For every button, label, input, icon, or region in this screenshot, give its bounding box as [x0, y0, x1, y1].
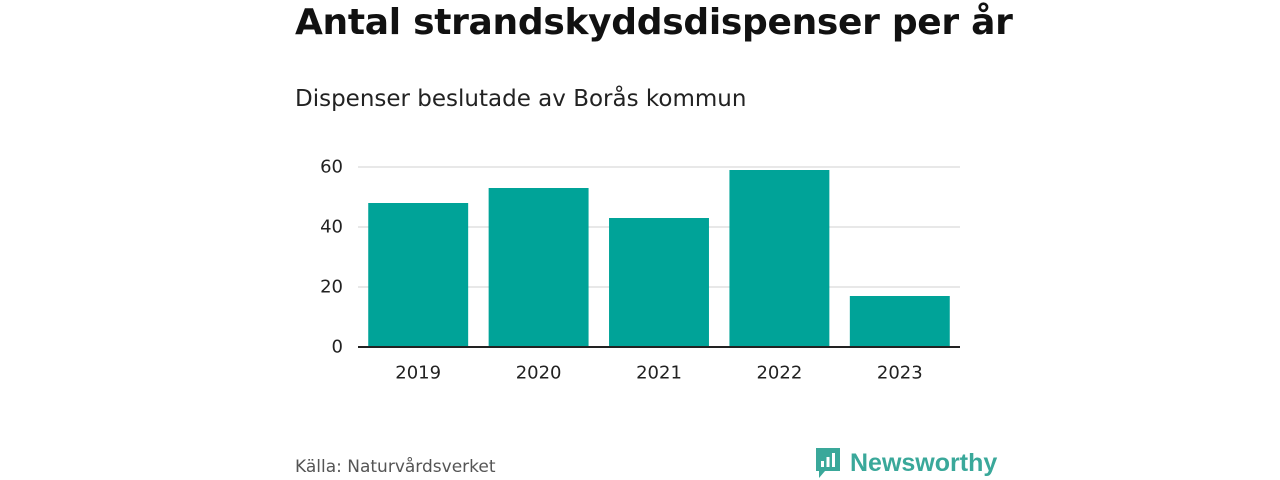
bar [488, 188, 589, 347]
x-tick-label: 2021 [636, 363, 682, 384]
bar [609, 218, 709, 347]
y-tick-label: 60 [320, 157, 343, 178]
brand: Newsworthy [814, 446, 997, 480]
x-tick-label: 2019 [395, 363, 441, 384]
chart-subtitle: Dispenser beslutade av Borås kommun [295, 86, 747, 112]
bars [368, 170, 950, 347]
source-note: Källa: Naturvårdsverket [295, 457, 496, 477]
bar [368, 203, 469, 347]
x-tick-label: 2023 [877, 363, 923, 384]
bar [729, 170, 830, 347]
axes: 0 20 40 60 2019 2020 2021 2022 2023 [320, 157, 960, 384]
y-tick-label: 0 [332, 337, 343, 358]
y-tick-label: 20 [320, 277, 343, 298]
x-tick-label: 2020 [516, 363, 562, 384]
y-tick-label: 40 [320, 217, 343, 238]
chart-title: Antal strandskyddsdispenser per år [295, 2, 1013, 43]
x-tick-label: 2022 [756, 363, 802, 384]
bar [849, 296, 950, 347]
newsworthy-logo-icon [816, 448, 840, 478]
brand-name: Newsworthy [850, 448, 998, 477]
